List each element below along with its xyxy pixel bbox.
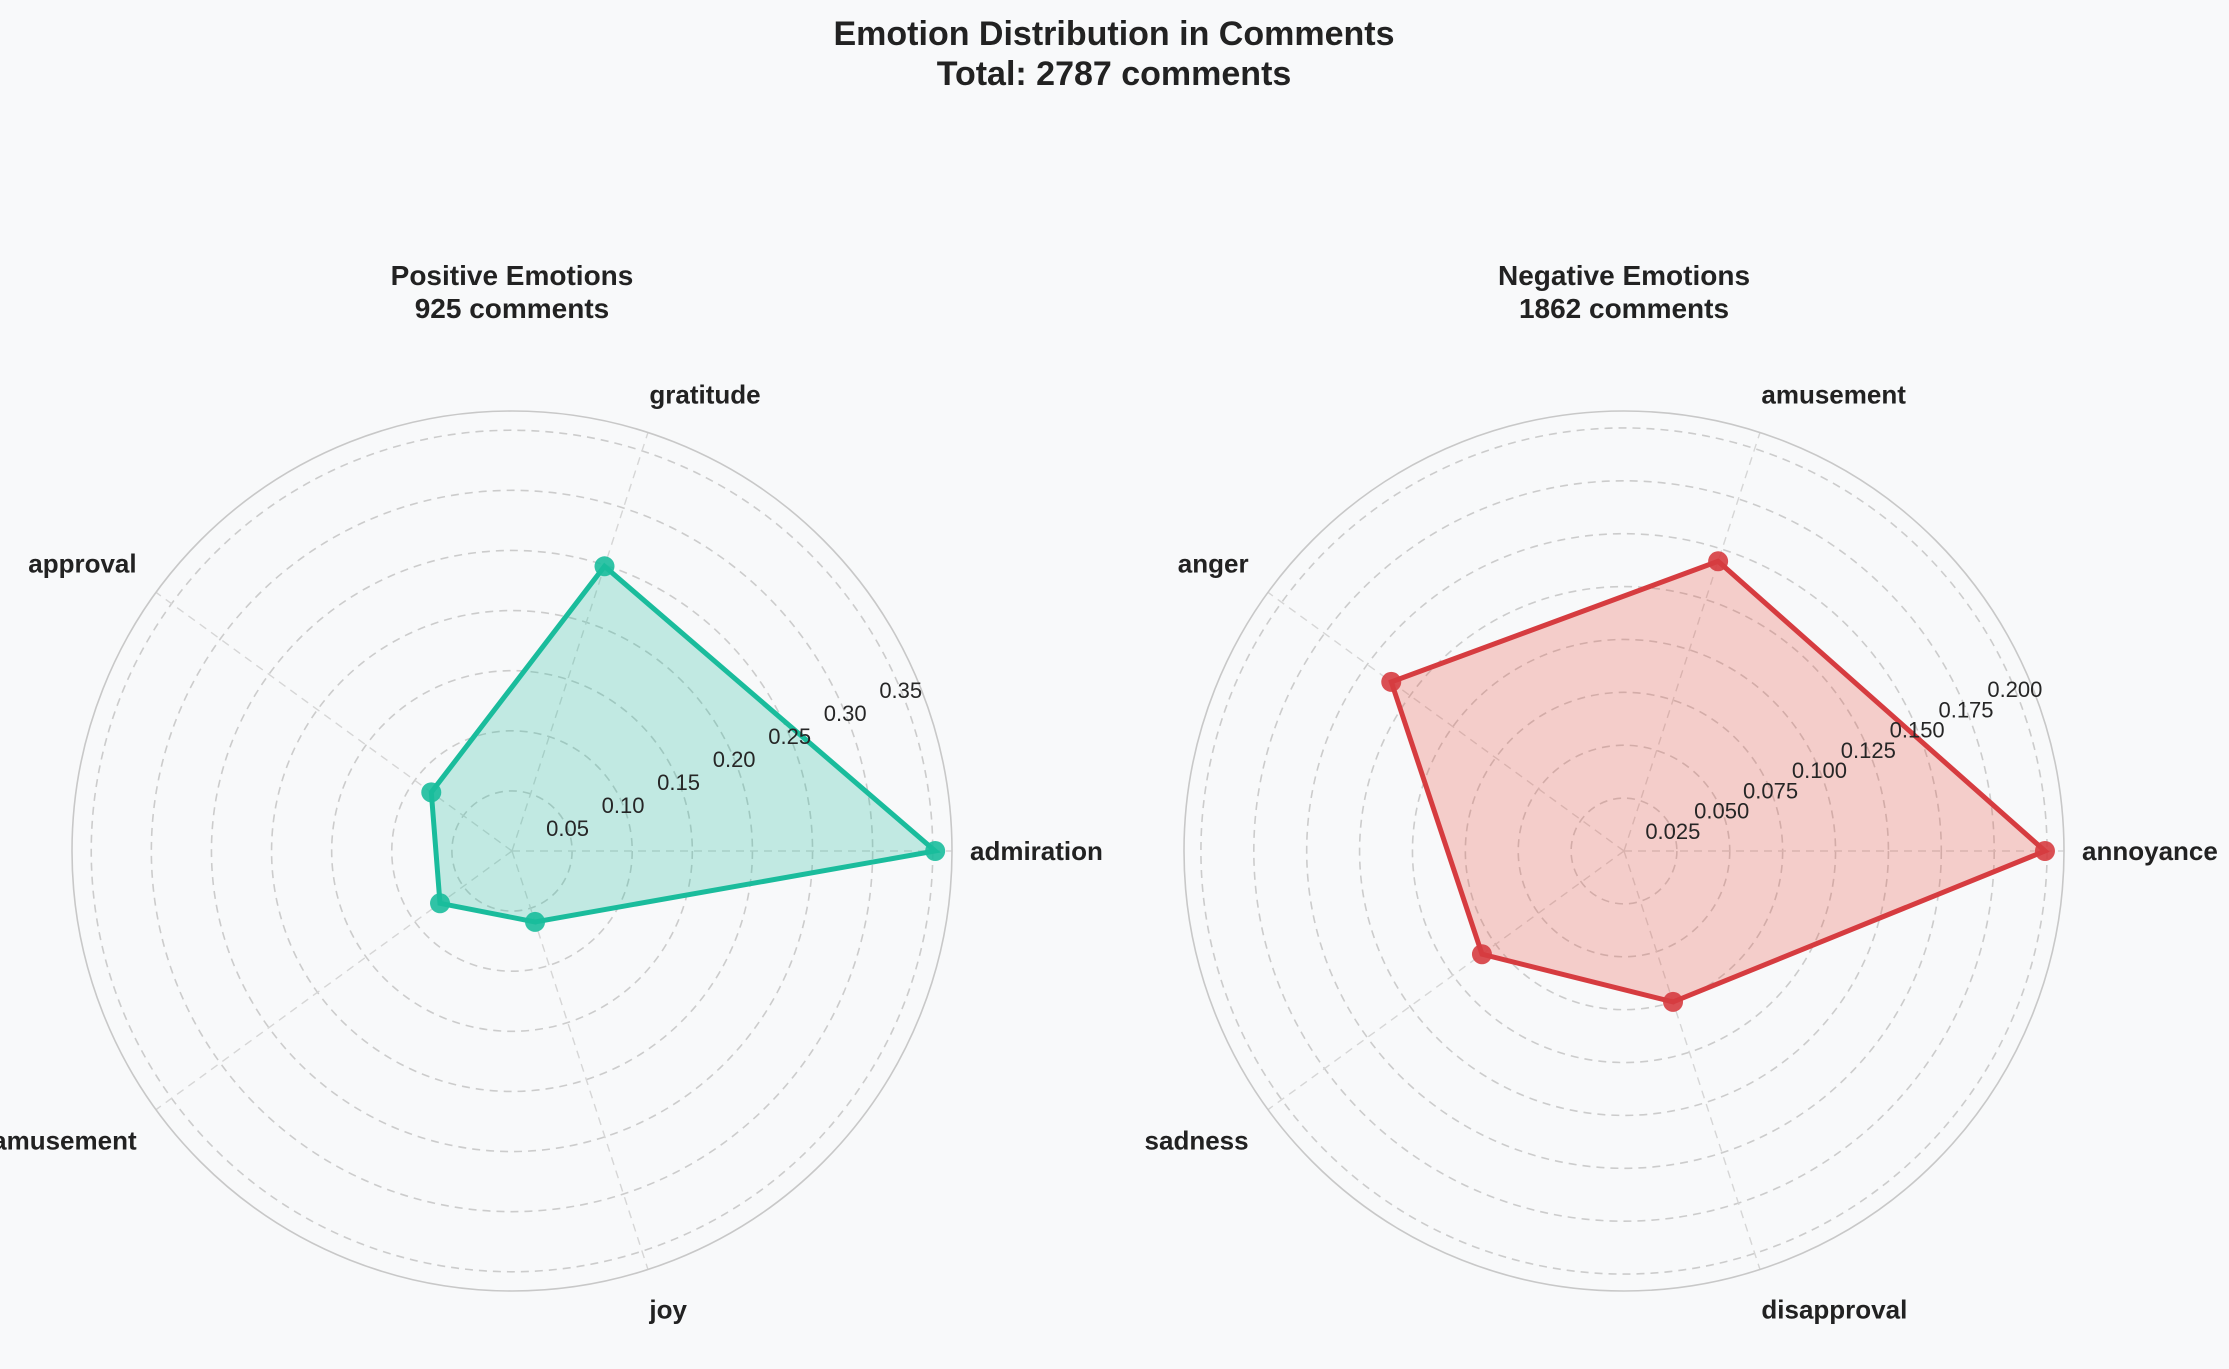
series-line: [1388, 558, 2050, 1005]
radial-tick-label: 0.15: [657, 770, 700, 795]
data-point-amusement: [1708, 551, 1729, 572]
data-point-disapproval: [1663, 991, 1684, 1012]
spoke-line: [1267, 850, 1625, 1111]
radial-tick-label: 0.20: [713, 747, 756, 772]
positive-chart-subtitle: 925 comments: [415, 293, 610, 324]
grid-circle: [390, 729, 634, 973]
category-label-gratitude: gratitude: [649, 380, 760, 410]
category-label-disapproval: disapproval: [1761, 1294, 1907, 1324]
spoke-line: [155, 591, 513, 852]
grid-circle: [1305, 532, 1943, 1170]
grid-circle: [1570, 797, 1678, 905]
positive-emotions-radar: Positive Emotions 925 comments 0.05 0.10 0…: [0, 260, 1103, 1324]
category-label-anger: anger: [1178, 548, 1249, 578]
polar-frame: [71, 410, 953, 1292]
figure-title-line1: Emotion Distribution in Comments: [834, 15, 1395, 53]
figure-title-line2: Total: 2787 comments: [937, 55, 1292, 93]
category-label-amusement: amusement: [1761, 380, 1906, 410]
negative-emotions-radar: Negative Emotions 1862 comments 0.0250.0…: [1145, 260, 2218, 1324]
series-area: [431, 566, 936, 922]
radial-tick-label: 0.150: [1890, 718, 1945, 743]
category-label-admiration: admiration: [970, 836, 1103, 866]
radial-tick-label: 0.050: [1694, 799, 1749, 824]
radial-tick-label: 0.25: [768, 724, 811, 749]
spoke-line: [1623, 850, 1761, 1270]
data-point-approval: [421, 782, 442, 803]
radial-tick-label: 0.30: [824, 701, 867, 726]
data-point-gratitude: [594, 556, 615, 577]
negative-chart-title: Negative Emotions: [1498, 260, 1750, 291]
data-point-sadness: [1471, 944, 1492, 965]
grid-circle: [330, 669, 694, 1033]
grid-circle: [150, 489, 874, 1213]
radial-tick-label: 0.10: [602, 793, 645, 818]
category-label-approval: approval: [28, 548, 136, 578]
radial-tick-label: 0.35: [879, 678, 922, 703]
radial-tick-label: 0.100: [1792, 758, 1847, 783]
polar-frame: [1183, 410, 2065, 1292]
radial-tick-label: 0.025: [1645, 819, 1700, 844]
data-point-amusement: [430, 893, 451, 914]
data-point-admiration: [925, 841, 946, 861]
radial-tick-label: 0.075: [1743, 778, 1798, 803]
series-area: [1391, 561, 2045, 1002]
spoke-line: [155, 850, 513, 1111]
grid-circle: [1358, 585, 1890, 1117]
data-point-annoyance: [2034, 841, 2055, 861]
spoke-line: [511, 432, 649, 852]
data-point-anger: [1381, 671, 1402, 692]
spoke-line: [1623, 432, 1761, 852]
radial-tick-label: 0.05: [546, 816, 589, 841]
category-label-sadness: sadness: [1145, 1126, 1249, 1156]
positive-chart-title: Positive Emotions: [391, 260, 634, 291]
negative-chart-subtitle: 1862 comments: [1519, 293, 1729, 324]
radial-tick-label: 0.200: [1987, 677, 2042, 702]
data-point-joy: [525, 911, 546, 932]
radial-tick-label: 0.125: [1841, 738, 1896, 763]
category-label-joy: joy: [648, 1294, 687, 1324]
radial-tick-label: 0.175: [1938, 697, 1993, 722]
spoke-line: [1267, 591, 1625, 852]
category-label-annoyance: annoyance: [2082, 836, 2218, 866]
category-label-amusement: amusement: [0, 1126, 137, 1156]
series-line: [428, 562, 941, 925]
